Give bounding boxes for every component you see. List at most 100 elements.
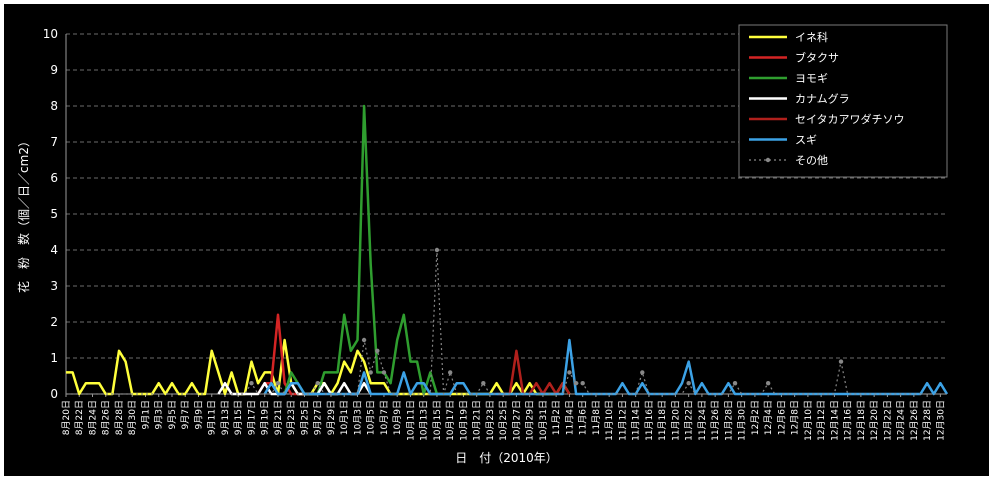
y-tick-label: 1	[50, 351, 58, 365]
series-point	[381, 370, 387, 375]
x-tick-label: 11月18日	[657, 400, 668, 441]
series-point	[434, 247, 440, 253]
chart-frame: 0 1 2 3 4 5 6 7 8 9 10 8月20日 8月22日 8月24日 8月26日 8月28日 8月…	[4, 4, 989, 476]
legend-label: スギ	[795, 134, 817, 147]
series-line-7	[66, 249, 947, 395]
x-tick-label: 9月15日	[233, 400, 244, 435]
series-point	[249, 381, 254, 386]
x-tick-label: 11月16日	[644, 400, 655, 441]
series-point	[447, 370, 453, 375]
series-point	[765, 381, 771, 386]
legend-label: ブタクサ	[795, 51, 839, 65]
x-tick-label: 10月25日	[498, 400, 509, 441]
series-line-1	[66, 338, 571, 396]
series-line-5	[496, 349, 571, 396]
x-tick-label: 10月29日	[525, 400, 536, 441]
x-tick-label: 10月5日	[366, 400, 377, 435]
legend-label: その他	[795, 154, 828, 167]
x-tick-label: 12月12日	[816, 400, 827, 441]
y-tick-label: 8	[50, 99, 58, 113]
y-tick-label: 2	[50, 315, 58, 329]
x-tick-label: 11月6日	[578, 400, 589, 435]
x-tick-label: 10月9日	[392, 400, 403, 435]
x-tick-label: 11月30日	[737, 400, 748, 441]
x-tick-label: 12月16日	[843, 400, 854, 441]
x-tick-label: 10月17日	[445, 400, 456, 441]
x-tick-label: 9月17日	[246, 400, 257, 435]
x-tick-label: 9月29日	[326, 400, 337, 435]
y-tick-label: 5	[50, 207, 58, 221]
x-tick-label: 11月10日	[604, 400, 615, 441]
x-tick-label: 10月7日	[379, 400, 390, 435]
x-tick-label: 9月25日	[299, 400, 310, 435]
series-point	[567, 370, 572, 375]
series-point	[573, 381, 579, 386]
series-point	[315, 381, 320, 386]
x-tick-label: 12月30日	[935, 400, 946, 441]
x-tick-label: 9月19日	[260, 400, 271, 435]
x-tick-label: 11月28日	[723, 400, 734, 441]
x-tick-label: 11月2日	[551, 400, 562, 435]
series-point	[732, 381, 738, 386]
x-tick-label: 12月26日	[909, 400, 920, 441]
series-point	[640, 370, 645, 375]
y-tick-label: 3	[50, 279, 58, 293]
x-tick-label: 12月22日	[882, 400, 893, 441]
x-tick-label: 12月6日	[776, 400, 787, 435]
x-tick-label: 12月2日	[750, 400, 761, 435]
series-point	[580, 381, 585, 386]
x-tick-label: 9月9日	[193, 400, 204, 429]
x-tick-label: 10月13日	[419, 400, 430, 441]
x-tick-label: 8月28日	[114, 400, 125, 435]
x-tick-label: 10月3日	[352, 400, 363, 435]
x-tick-label: 9月5日	[167, 400, 178, 429]
x-tick-label: 9月21日	[273, 400, 284, 435]
x-tick-label: 12月18日	[856, 400, 867, 441]
y-tick-label: 6	[50, 171, 58, 185]
x-axis: 8月20日 8月22日 8月24日 8月26日 8月28日 8月30日 9月1日 9月3日 9月…	[61, 394, 946, 441]
series-point	[368, 370, 373, 375]
x-tick-label: 10月1日	[339, 400, 350, 435]
x-axis-label: 日 付（2010年）	[455, 451, 558, 465]
x-tick-label: 12月4日	[763, 400, 774, 435]
x-tick-label: 11月8日	[591, 400, 602, 435]
x-tick-label: 12月10日	[803, 400, 814, 441]
x-tick-label: 11月24日	[697, 400, 708, 441]
y-tick-label: 10	[43, 27, 58, 41]
y-tick-label: 7	[50, 135, 58, 149]
x-tick-label: 8月22日	[74, 400, 85, 435]
x-tick-label: 9月13日	[220, 400, 231, 435]
x-tick-label: 10月19日	[458, 400, 469, 441]
x-tick-label: 8月20日	[61, 400, 72, 435]
x-tick-label: 9月1日	[140, 400, 151, 429]
x-tick-label: 12月28日	[922, 400, 933, 441]
series-line-4	[217, 381, 372, 396]
y-tick-label: 0	[50, 387, 58, 401]
series-point	[375, 348, 380, 353]
x-tick-label: 10月27日	[511, 400, 522, 441]
x-tick-label: 10月15日	[432, 400, 443, 441]
x-tick-label: 11月12日	[617, 400, 628, 441]
series-point	[481, 381, 486, 386]
x-tick-label: 9月11日	[207, 400, 218, 435]
x-tick-label: 11月4日	[564, 400, 575, 435]
series-lines	[66, 104, 949, 396]
x-tick-label: 8月24日	[87, 400, 98, 435]
x-tick-label: 11月26日	[710, 400, 721, 441]
x-tick-label: 12月14日	[829, 400, 840, 441]
x-tick-label: 10月21日	[472, 400, 483, 441]
x-tick-label: 10月31日	[538, 400, 549, 441]
x-tick-label: 12月8日	[790, 400, 801, 435]
series-point	[275, 381, 281, 386]
x-tick-label: 11月22日	[684, 400, 695, 441]
x-tick-label: 12月20日	[869, 400, 880, 441]
series-point	[838, 359, 844, 364]
legend-label: イネ科	[795, 30, 828, 44]
legend-label: カナムグラ	[795, 92, 850, 106]
x-tick-label: 12月24日	[896, 400, 907, 441]
x-tick-label: 11月20日	[670, 400, 681, 441]
x-tick-label: 9月3日	[154, 400, 165, 429]
x-tick-label: 9月23日	[286, 400, 297, 435]
legend-label: ヨモギ	[795, 72, 828, 85]
